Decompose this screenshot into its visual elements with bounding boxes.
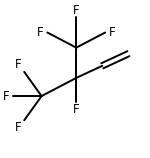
Text: F: F [2,90,9,103]
Text: F: F [15,58,21,71]
Text: F: F [73,4,80,17]
Text: F: F [109,26,116,39]
Text: F: F [37,26,44,39]
Text: F: F [73,103,80,116]
Text: F: F [15,121,21,134]
